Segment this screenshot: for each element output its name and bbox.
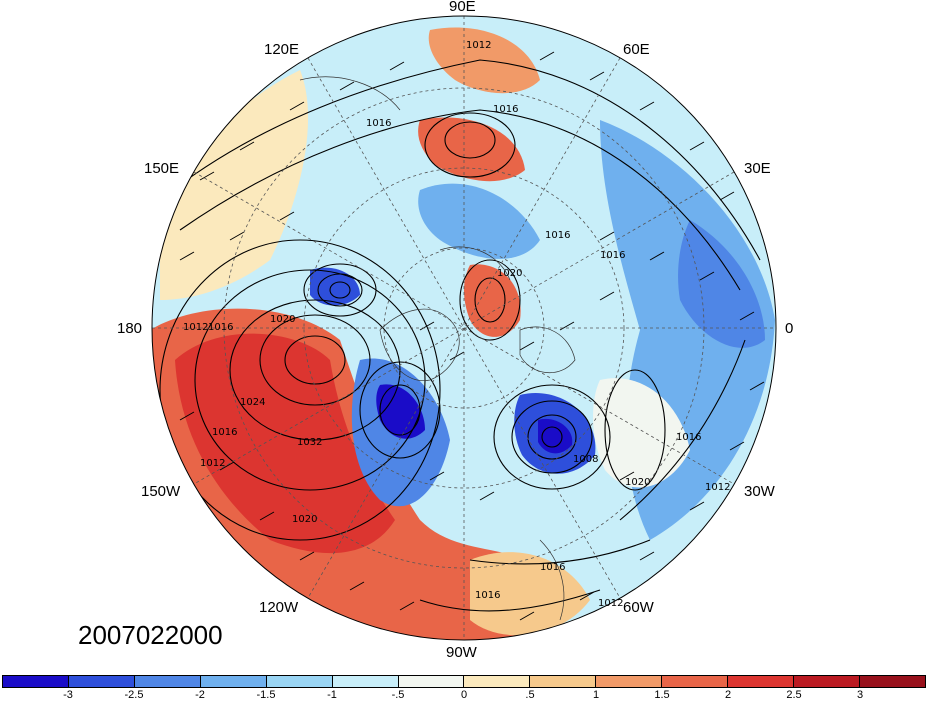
colorbar-tick-label: -1 — [327, 689, 337, 701]
contour-label: 1012 — [466, 40, 491, 51]
colorbar-swatch — [332, 676, 399, 687]
contour-label: 1020 — [270, 314, 295, 325]
contour-label: 1016 — [540, 562, 565, 573]
contour-labels: 1012 1016 1016 1016 1012 1016 1020 1024 … — [183, 40, 730, 609]
contour-label: 1024 — [240, 397, 265, 408]
cool-anomaly-atlantic — [678, 220, 765, 348]
lon-label-0: 0 — [785, 320, 794, 337]
pressure-contours — [159, 59, 761, 612]
colorbar-swatch — [398, 676, 465, 687]
cool-anomaly-canada-core — [376, 384, 425, 439]
colorbar-tick-label: .5 — [525, 689, 535, 701]
contour-label: 1012 — [200, 458, 225, 469]
wind-barbs — [179, 51, 765, 621]
cool-anomaly-siberia — [418, 183, 540, 259]
colorbar-swatch — [464, 676, 531, 687]
colorbar-tick-label: -2.5 — [124, 689, 144, 701]
colorbar-tick-label: 0 — [460, 689, 468, 701]
contour-label: 1016 — [366, 118, 391, 129]
graticule — [152, 16, 776, 640]
colorbar-swatch — [134, 676, 201, 687]
colorbar-tick-label: 1.5 — [654, 689, 670, 701]
contour-label: 1016 — [475, 590, 500, 601]
colorbar-tick-label: 2.5 — [786, 689, 802, 701]
colorbar-swatch — [728, 676, 795, 687]
lon-label-120e: 120E — [264, 41, 300, 58]
contour-label: 1012 — [598, 598, 623, 609]
coastlines — [299, 76, 576, 621]
contour-label: 1020 — [625, 477, 650, 488]
date-stamp: 2007022000 — [78, 620, 223, 650]
lon-label-180: 180 — [117, 320, 143, 337]
contour-label: 1016 — [212, 427, 237, 438]
warm-anomaly-pacific-west — [160, 70, 309, 300]
colorbar-swatch — [530, 676, 597, 687]
contour-label: 1020 — [497, 268, 522, 279]
warm-anomaly-tibet — [418, 117, 525, 182]
contour-label: 1016 — [208, 322, 233, 333]
contour-label: 1012 — [705, 482, 730, 493]
colorbar-tick-label: 3 — [856, 689, 864, 701]
contour-label: 1016 — [676, 432, 701, 443]
map-disc — [152, 16, 776, 640]
colorbar-tick-label: -3 — [63, 689, 73, 701]
colorbar-tick-label: 2 — [724, 689, 732, 701]
map-boundary — [151, 15, 777, 641]
colorbar-tick-label: -1.5 — [256, 689, 276, 701]
contour-label: 1008 — [573, 454, 598, 465]
contour-label: 1016 — [493, 104, 518, 115]
warm-anomaly-pacific-core — [175, 333, 395, 554]
lon-label-60e: 60E — [623, 41, 650, 58]
colorbar-swatch — [794, 676, 860, 687]
contour-label: 1016 — [600, 250, 625, 261]
colorbar-tick-label: -.5 — [391, 689, 405, 701]
colorbar-swatch — [3, 676, 69, 687]
lon-label-150e: 150E — [144, 160, 180, 177]
colorbar-tick-label: 1 — [592, 689, 600, 701]
contour-label: 1016 — [545, 230, 570, 241]
lon-label-150w: 150W — [141, 483, 181, 500]
colorbar-swatch — [859, 676, 925, 687]
colorbar — [2, 675, 926, 688]
contour-label: 1020 — [292, 514, 317, 525]
colorbar-swatch — [200, 676, 267, 687]
colorbar-swatch — [662, 676, 729, 687]
colorbar-swatch — [266, 676, 333, 687]
contour-label: 1032 — [297, 437, 322, 448]
lon-label-30e: 30E — [744, 160, 771, 177]
lon-label-120w: 120W — [259, 599, 299, 616]
cool-anomaly-bering — [310, 267, 360, 306]
colorbar-tick-label: -2 — [195, 689, 205, 701]
contour-label: 1012 — [183, 322, 208, 333]
warm-anomaly-atlantic-south — [593, 378, 690, 488]
lon-label-30w: 30W — [744, 483, 775, 500]
lon-label-60w: 60W — [623, 599, 654, 616]
lon-label-90e: 90E — [449, 0, 476, 15]
lon-label-90w: 90W — [446, 644, 477, 661]
colorbar-swatch — [68, 676, 135, 687]
colorbar-swatch — [596, 676, 663, 687]
warm-anomaly-arctic — [464, 264, 521, 337]
